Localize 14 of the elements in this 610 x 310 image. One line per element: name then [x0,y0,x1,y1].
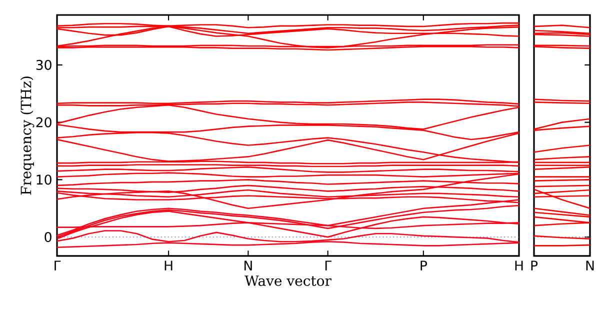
x-tick-label: H [515,260,523,270]
x-tick-label: P [420,260,427,270]
x-tick-label: Γ [325,260,332,270]
x-tick-label: H [164,260,172,270]
y-tick-label: 10 [36,174,52,185]
x-tick-label: N [244,260,252,270]
x-axis-title: Wave vector [244,276,332,286]
y-tick-label: 0 [44,232,52,242]
y-tick-label: 20 [36,117,52,128]
y-tick-label: 30 [36,60,52,70]
x-tick-label: P [531,260,538,270]
x-tick-label: Γ [54,260,61,270]
x-tick-label: N [586,260,594,270]
y-axis-title: Frequency (THz) [20,76,34,195]
